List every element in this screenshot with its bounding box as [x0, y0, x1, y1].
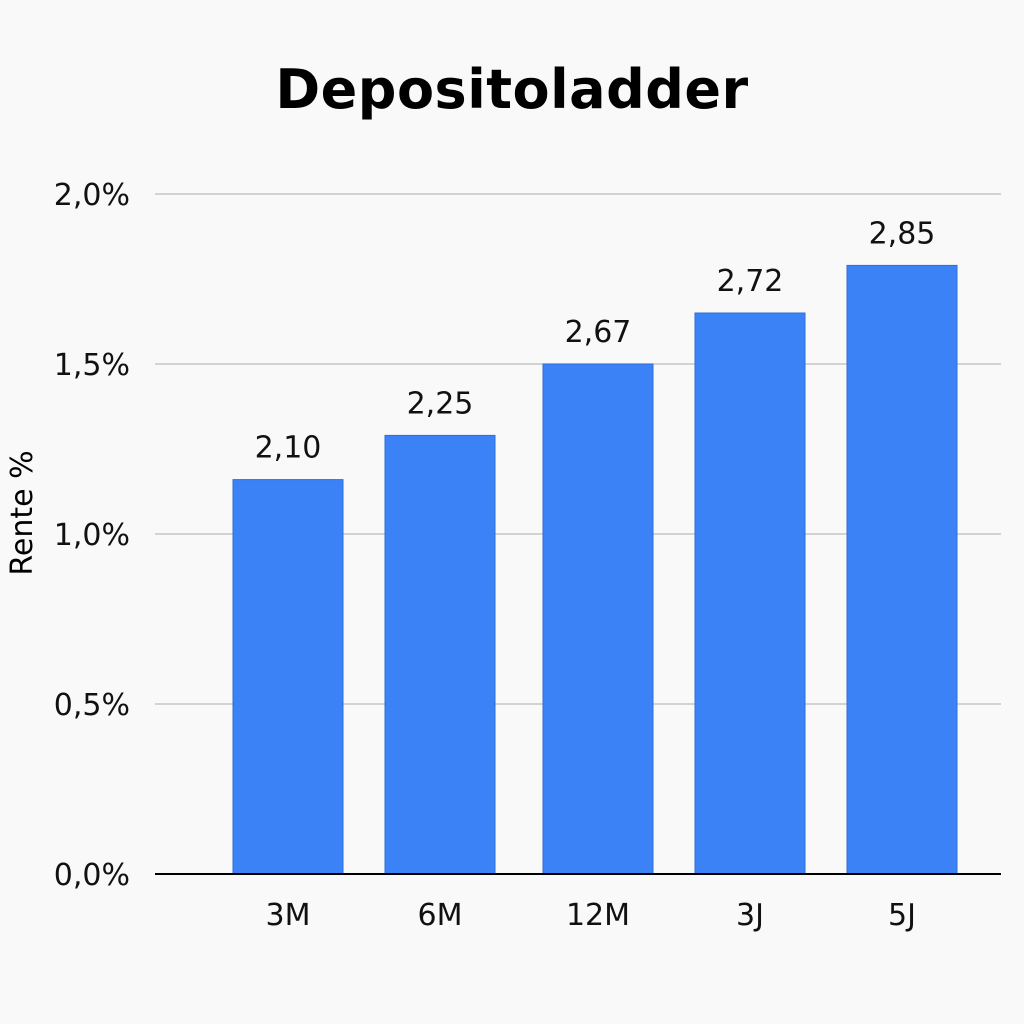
data-label: 2,67 — [565, 315, 632, 350]
data-label: 2,85 — [869, 216, 936, 251]
y-tick-label: 1,0% — [54, 518, 130, 553]
data-label: 2,72 — [717, 264, 784, 299]
x-tick-label: 3J — [736, 898, 764, 933]
y-tick-label: 1,5% — [54, 348, 130, 383]
bar — [232, 479, 344, 875]
bar — [384, 434, 496, 875]
bar — [542, 363, 654, 875]
x-tick-label: 6M — [418, 898, 463, 933]
x-tick-label: 12M — [566, 898, 630, 933]
y-tick-label: 0,5% — [54, 688, 130, 723]
x-tick-label: 5J — [888, 898, 916, 933]
bar — [694, 312, 806, 875]
chart-title: Depositoladder — [275, 58, 749, 121]
x-tick-label: 3M — [266, 898, 311, 933]
y-tick-label: 0,0% — [54, 858, 130, 893]
y-tick-label: 2,0% — [54, 178, 130, 213]
data-label: 2,10 — [255, 431, 322, 466]
bar — [846, 264, 958, 875]
data-label: 2,25 — [407, 386, 474, 421]
y-axis-title: Rente % — [5, 450, 40, 575]
